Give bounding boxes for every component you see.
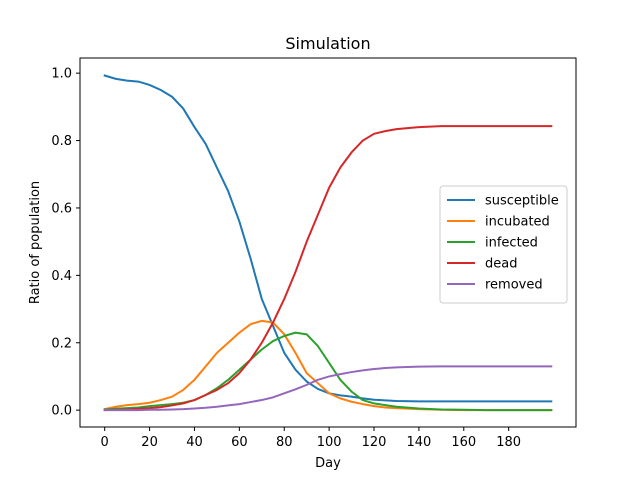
y-tick-label: 1.0 — [51, 67, 72, 82]
legend-box — [439, 185, 568, 304]
legend-label-infected: infected — [485, 236, 538, 251]
legend-label-susceptible: susceptible — [485, 194, 559, 209]
x-tick-label: 0 — [101, 435, 109, 450]
x-tick-label: 40 — [186, 435, 203, 450]
axes-frame — [79, 57, 577, 428]
x-tick-label: 180 — [496, 435, 521, 450]
x-tick-label: 60 — [231, 435, 248, 450]
legend: susceptible incubated infected dead removed — [439, 185, 568, 304]
series-line-infected — [103, 331, 553, 412]
y-tick-label: 0.6 — [51, 201, 72, 216]
plot-area — [79, 57, 577, 428]
y-axis: 0.0 0.2 0.4 0.6 0.8 1.0 — [51, 67, 80, 419]
x-tick-label: 80 — [276, 435, 293, 450]
x-axis-title: Day — [315, 456, 341, 471]
legend-label-incubated: incubated — [485, 215, 550, 230]
y-tick-label: 0.2 — [51, 336, 72, 351]
x-tick-label: 20 — [141, 435, 158, 450]
legend-label-removed: removed — [485, 278, 543, 293]
chart-title: Simulation — [285, 34, 370, 53]
series-line-susceptible — [103, 74, 553, 403]
x-axis: 0 20 40 60 80 100 120 140 160 180 — [101, 427, 521, 450]
series-line-removed — [103, 365, 553, 412]
y-tick-label: 0.8 — [51, 134, 72, 149]
series-line-dead — [103, 125, 553, 412]
y-axis-title: Ratio of population — [28, 181, 43, 304]
x-tick-label: 120 — [362, 435, 387, 450]
x-tick-label: 140 — [406, 435, 431, 450]
y-tick-label: 0.0 — [51, 404, 72, 419]
x-tick-label: 100 — [317, 435, 342, 450]
y-tick-label: 0.4 — [51, 269, 72, 284]
x-tick-label: 160 — [451, 435, 476, 450]
legend-label-dead: dead — [485, 257, 517, 272]
